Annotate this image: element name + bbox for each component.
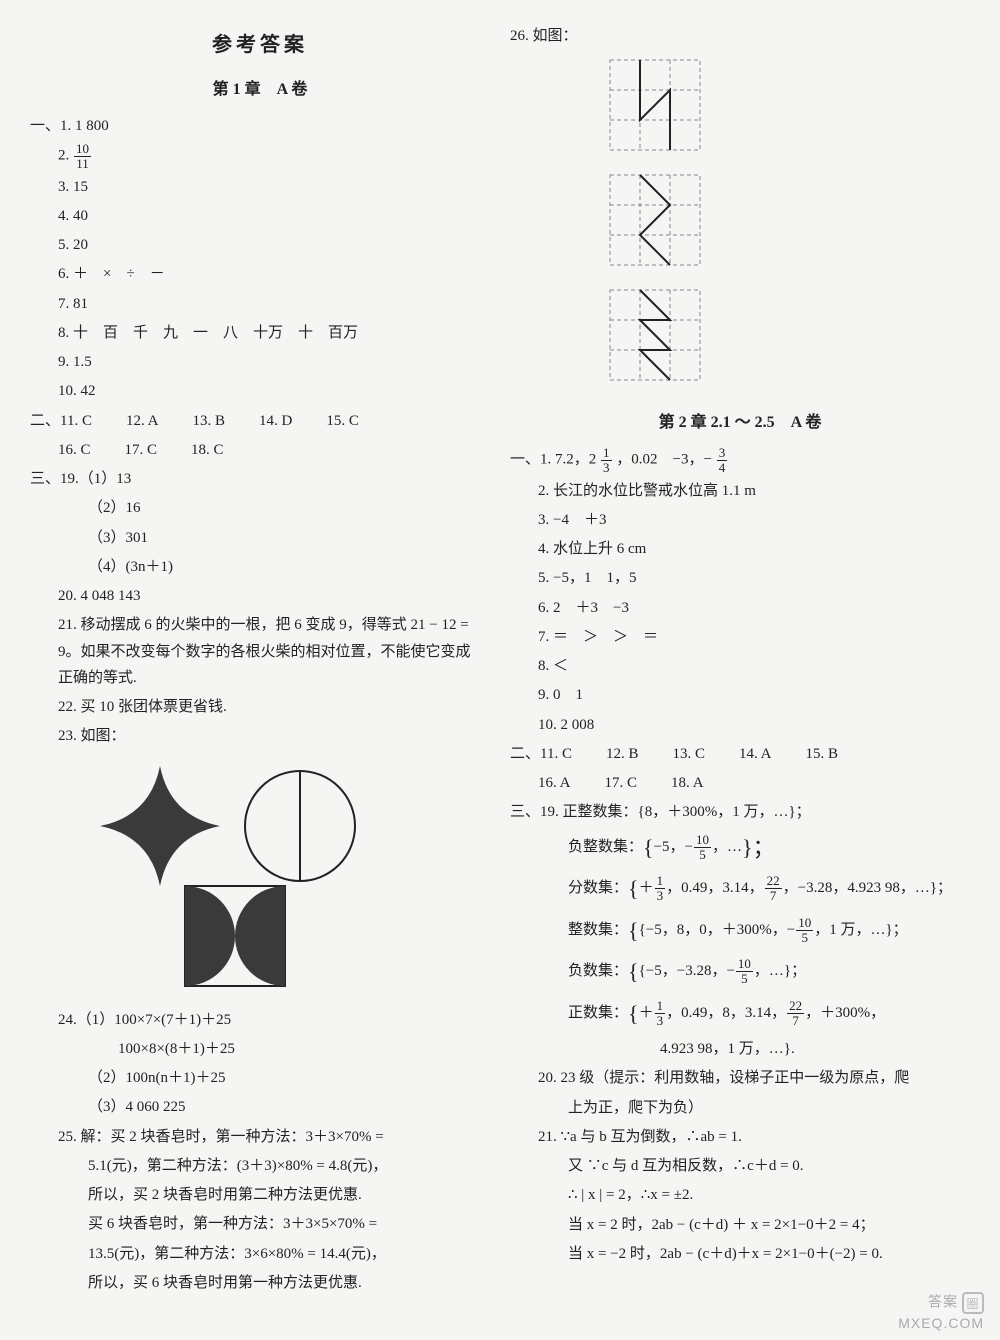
c1-q26-figure bbox=[600, 55, 970, 400]
c1-q23: 23. 如图： bbox=[30, 723, 490, 749]
c2-q7: 7. ＝ ＞ ＞ ＝ bbox=[510, 624, 970, 650]
c2-q20a: 20. 23 级（提示：利用数轴，设梯子正中一级为原点，爬 bbox=[510, 1065, 970, 1091]
c1-q7: 7. 81 bbox=[30, 291, 490, 317]
left-column: 参考答案 第 1 章 A 卷 一、1. 1 800 2. 1011 3. 15 … bbox=[30, 20, 490, 1299]
c1-q2: 2. 1011 bbox=[30, 142, 490, 170]
section-3-q19-1: 三、19.（1）13 bbox=[30, 466, 490, 492]
c2-q4: 4. 水位上升 6 cm bbox=[510, 536, 970, 562]
c2-q9: 9. 0 1 bbox=[510, 682, 970, 708]
c2-q19c: 分数集：{＋13，0.49，3.14，227，−3.28，4.923 98，…}… bbox=[510, 870, 970, 909]
c2-q10: 10. 2 008 bbox=[510, 712, 970, 738]
c1-q25b: 5.1(元)，第二种方法：(3＋3)×80% = 4.8(元)， bbox=[30, 1153, 490, 1179]
fraction: 1011 bbox=[74, 142, 91, 170]
c1-q9: 9. 1.5 bbox=[30, 349, 490, 375]
c1-q25c: 所以，买 2 块香皂时用第二种方法更优惠. bbox=[30, 1182, 490, 1208]
c2-q6: 6. 2 ＋3 −3 bbox=[510, 595, 970, 621]
c1-q6: 6. ＋ × ÷ － bbox=[30, 261, 490, 287]
c1-q25f: 所以，买 6 块香皂时用第一种方法更优惠. bbox=[30, 1270, 490, 1296]
c1-q19-4: （4）(3n＋1) bbox=[30, 554, 490, 580]
c2-q21e: 当 x = −2 时，2ab − (c＋d)＋x = 2×1−0＋(−2) = … bbox=[510, 1241, 970, 1267]
c1-q23-figure bbox=[90, 756, 490, 1001]
c2-q21d: 当 x = 2 时，2ab − (c＋d) ＋ x = 2×1−0＋2 = 4； bbox=[510, 1212, 970, 1238]
c1-q24-3: （3）4 060 225 bbox=[30, 1094, 490, 1120]
c2-q5: 5. −5，1 1，5 bbox=[510, 565, 970, 591]
c2-q19f-line2: 4.923 98，1 万，…}. bbox=[510, 1036, 970, 1062]
c1-q5: 5. 20 bbox=[30, 232, 490, 258]
c2-q21b: 又 ∵c 与 d 互为相反数，∴c＋d = 0. bbox=[510, 1153, 970, 1179]
right-column: 26. 如图： bbox=[510, 20, 970, 1299]
c1-q3: 3. 15 bbox=[30, 174, 490, 200]
c2-q20b: 上为正，爬下为负） bbox=[510, 1095, 970, 1121]
c1-q25d: 买 6 块香皂时，第一种方法：3＋3×5×70% = bbox=[30, 1211, 490, 1237]
c2-q21a: 21. ∵a 与 b 互为倒数，∴ab = 1. bbox=[510, 1124, 970, 1150]
c2-sec2-row1: 二、11. C12. B13. C14. A15. B bbox=[510, 741, 970, 767]
c1-q24-1: 24.（1）100×7×(7＋1)＋25 bbox=[30, 1007, 490, 1033]
c2-q19e: 负数集：{{−5，−3.28，−105，…}； bbox=[510, 953, 970, 992]
c1-q24-1b: 100×8×(8＋1)＋25 bbox=[30, 1036, 490, 1062]
c2-q19a: 三、19. 正整数集：{8，＋300%，1 万，…}； bbox=[510, 799, 970, 825]
c2-q19b: 负整数集：{−5，−105，…}； bbox=[510, 829, 970, 868]
c1-q26: 26. 如图： bbox=[510, 23, 970, 49]
c1-q8: 8. 十 百 千 九 一 八 十万 十 百万 bbox=[30, 320, 490, 346]
watermark-logo-icon: 圈 bbox=[962, 1292, 984, 1314]
section-2-row1: 二、11. C12. A13. B14. D15. C bbox=[30, 408, 490, 434]
c1-q24-2: （2）100n(n＋1)＋25 bbox=[30, 1065, 490, 1091]
c2-q19f: 正数集：{＋13，0.49，8，3.14，227，＋300%， bbox=[510, 995, 970, 1034]
c1-q19-2: （2）16 bbox=[30, 495, 490, 521]
c1-q25a: 25. 解：买 2 块香皂时，第一种方法：3＋3×70% = bbox=[30, 1124, 490, 1150]
section-1-label: 一、1. 1 800 bbox=[30, 113, 490, 139]
c2-q3: 3. −4 ＋3 bbox=[510, 507, 970, 533]
c1-q25e: 13.5(元)，第二种方法：3×6×80% = 14.4(元)， bbox=[30, 1241, 490, 1267]
c1-q21: 21. 移动摆成 6 的火柴中的一根，把 6 变成 9，得等式 21 − 12 … bbox=[30, 612, 490, 691]
c2-sec2-row2: 16. A17. C18. A bbox=[510, 770, 970, 796]
c2-q21c: ∴ | x | = 2，∴x = ±2. bbox=[510, 1182, 970, 1208]
page-title: 参考答案 bbox=[30, 28, 490, 57]
c1-q20: 20. 4 048 143 bbox=[30, 583, 490, 609]
chapter1-heading: 第 1 章 A 卷 bbox=[30, 75, 490, 99]
c2-sec1-q1: 一、1. 7.2，2 13 ，0.02 −3，− 34 bbox=[510, 446, 970, 474]
section-2-row2: 16. C17. C18. C bbox=[30, 437, 490, 463]
c1-q4: 4. 40 bbox=[30, 203, 490, 229]
c1-q22: 22. 买 10 张团体票更省钱. bbox=[30, 694, 490, 720]
c2-q2: 2. 长江的水位比警戒水位高 1.1 m bbox=[510, 478, 970, 504]
c1-q10: 10. 42 bbox=[30, 378, 490, 404]
c2-q8: 8. ＜ bbox=[510, 653, 970, 679]
chapter2-heading: 第 2 章 2.1 ～ 2.5 A 卷 bbox=[510, 408, 970, 432]
c2-q19d: 整数集：{{−5，8，0，＋300%，−105，1 万，…}； bbox=[510, 912, 970, 951]
watermark: 答案圈 MXEQ.COM bbox=[898, 1292, 984, 1332]
c1-q19-3: （3）301 bbox=[30, 525, 490, 551]
